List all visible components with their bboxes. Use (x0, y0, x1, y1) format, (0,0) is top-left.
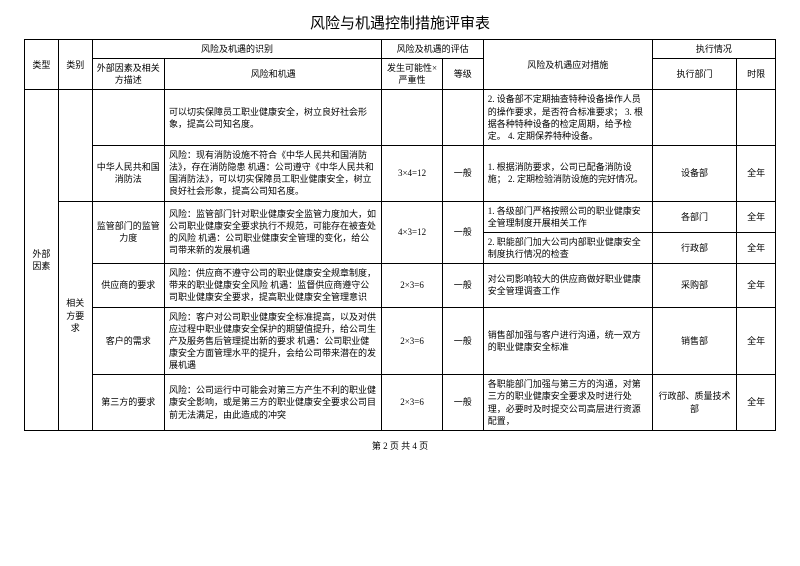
cell-dept: 采购部 (652, 264, 737, 307)
th-type: 类型 (25, 40, 59, 90)
cell-grade (442, 90, 483, 146)
cell-measure: 销售部加强与客户进行沟通，统一双方的职业健康安全标准 (483, 307, 652, 375)
cell-measure: 1. 各级部门严格按照公司的职业健康安全管理制度开展相关工作 (483, 201, 652, 232)
cell-measure: 2. 设备部不定期抽查特种设备操作人员的操作要求，是否符合标准要求； 3. 根据… (483, 90, 652, 146)
cell-grade: 一般 (442, 264, 483, 307)
cell-grade: 一般 (442, 375, 483, 431)
cell-ext: 供应商的要求 (92, 264, 164, 307)
cell-risk: 可以切实保障员工职业健康安全，树立良好社会形象，提高公司知名度。 (165, 90, 382, 146)
cell-ext: 客户的需求 (92, 307, 164, 375)
cell-grade: 一般 (442, 201, 483, 264)
table-row: 外部因素 可以切实保障员工职业健康安全，树立良好社会形象，提高公司知名度。 2.… (25, 90, 776, 146)
table-row: 中华人民共和国消防法 风险：现有消防设施不符合《中华人民共和国消防法》，存在消防… (25, 145, 776, 201)
cell-dept: 行政部、质量技术部 (652, 375, 737, 431)
th-external: 外部因素及相关方描述 (92, 59, 164, 90)
cell-prob: 2×3=6 (382, 375, 442, 431)
cell-time: 全年 (737, 232, 776, 263)
th-risk-group: 风险及机遇的识别 (92, 40, 382, 59)
th-grade: 等级 (442, 59, 483, 90)
th-measure: 风险及机遇应对措施 (483, 40, 652, 90)
page-title: 风险与机遇控制措施评审表 (24, 12, 776, 33)
cell-prob (382, 90, 442, 146)
cell-risk: 风险：客户对公司职业健康安全标准提高，以及对供应过程中职业健康安全保护的期望值提… (165, 307, 382, 375)
cell-measure: 1. 根据消防要求，公司已配备消防设施； 2. 定期检验消防设施的完好情况。 (483, 145, 652, 201)
cell-time: 全年 (737, 307, 776, 375)
th-category: 类别 (58, 40, 92, 90)
cell-risk: 风险：供应商不遵守公司的职业健康安全规章制度，带来的职业健康安全风险 机遇：监督… (165, 264, 382, 307)
cell-ext: 中华人民共和国消防法 (92, 145, 164, 201)
cell-risk: 风险：现有消防设施不符合《中华人民共和国消防法》，存在消防隐患 机遇：公司遵守《… (165, 145, 382, 201)
table-row: 客户的需求 风险：客户对公司职业健康安全标准提高，以及对供应过程中职业健康安全保… (25, 307, 776, 375)
cell-dept (652, 90, 737, 146)
cell-grade: 一般 (442, 145, 483, 201)
th-dept: 执行部门 (652, 59, 737, 90)
th-exec-group: 执行情况 (652, 40, 775, 59)
cell-ext: 监管部门的监管力度 (92, 201, 164, 264)
page-footer: 第 2 页 共 4 页 (24, 439, 776, 452)
cell-type: 外部因素 (25, 90, 59, 430)
cell-category (58, 90, 92, 201)
cell-prob: 2×3=6 (382, 307, 442, 375)
cell-time: 全年 (737, 201, 776, 232)
cell-prob: 4×3=12 (382, 201, 442, 264)
cell-time (737, 90, 776, 146)
cell-category: 相关方要求 (58, 201, 92, 430)
review-table: 类型 类别 风险及机遇的识别 风险及机遇的评估 风险及机遇应对措施 执行情况 外… (24, 39, 776, 431)
th-time: 时限 (737, 59, 776, 90)
cell-measure: 2. 职能部门加大公司内部职业健康安全制度执行情况的检查 (483, 232, 652, 263)
cell-prob: 2×3=6 (382, 264, 442, 307)
cell-time: 全年 (737, 264, 776, 307)
table-row: 第三方的要求 风险：公司运行中可能会对第三方产生不利的职业健康安全影响，或是第三… (25, 375, 776, 431)
cell-dept: 销售部 (652, 307, 737, 375)
cell-time: 全年 (737, 145, 776, 201)
cell-risk: 风险：公司运行中可能会对第三方产生不利的职业健康安全影响，或是第三方的职业健康安… (165, 375, 382, 431)
cell-measure: 各职能部门加强与第三方的沟通，对第三方的职业健康安全要求及时进行处理，必要时及时… (483, 375, 652, 431)
th-prob: 发生可能性×严重性 (382, 59, 442, 90)
cell-prob: 3×4=12 (382, 145, 442, 201)
cell-grade: 一般 (442, 307, 483, 375)
th-eval-group: 风险及机遇的评估 (382, 40, 483, 59)
cell-risk: 风险：监管部门针对职业健康安全监管力度加大，如公司职业健康安全要求执行不规范，可… (165, 201, 382, 264)
cell-dept: 设备部 (652, 145, 737, 201)
cell-dept: 各部门 (652, 201, 737, 232)
cell-ext (92, 90, 164, 146)
table-row: 相关方要求 监管部门的监管力度 风险：监管部门针对职业健康安全监管力度加大，如公… (25, 201, 776, 232)
cell-ext: 第三方的要求 (92, 375, 164, 431)
cell-time: 全年 (737, 375, 776, 431)
cell-measure: 对公司影响较大的供应商做好职业健康安全管理调查工作 (483, 264, 652, 307)
th-risk-opp: 风险和机遇 (165, 59, 382, 90)
cell-dept: 行政部 (652, 232, 737, 263)
table-row: 供应商的要求 风险：供应商不遵守公司的职业健康安全规章制度，带来的职业健康安全风… (25, 264, 776, 307)
